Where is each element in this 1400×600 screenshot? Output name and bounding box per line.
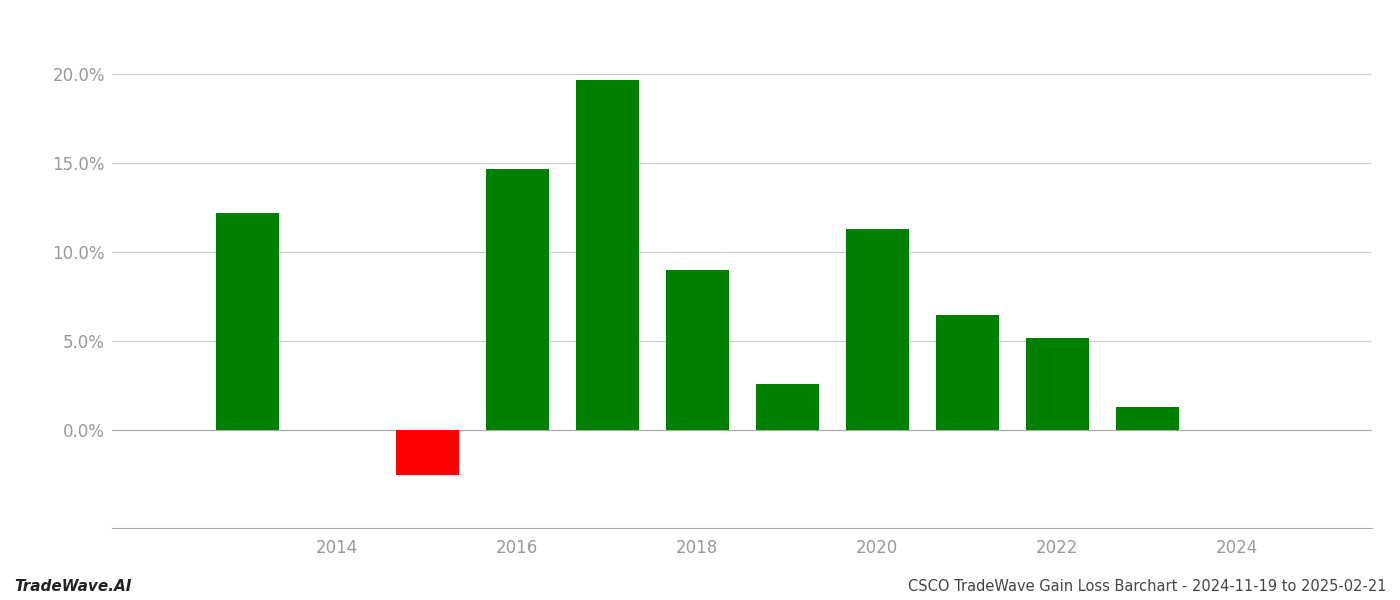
Bar bbox=[1026, 338, 1089, 430]
Bar bbox=[846, 229, 909, 430]
Text: TradeWave.AI: TradeWave.AI bbox=[14, 579, 132, 594]
Bar bbox=[396, 430, 459, 475]
Bar bbox=[665, 270, 728, 430]
Bar bbox=[486, 169, 549, 430]
Text: CSCO TradeWave Gain Loss Barchart - 2024-11-19 to 2025-02-21: CSCO TradeWave Gain Loss Barchart - 2024… bbox=[907, 579, 1386, 594]
Bar bbox=[216, 213, 279, 430]
Bar bbox=[1116, 407, 1179, 430]
Bar bbox=[935, 314, 998, 430]
Bar bbox=[575, 80, 638, 430]
Bar bbox=[756, 384, 819, 430]
